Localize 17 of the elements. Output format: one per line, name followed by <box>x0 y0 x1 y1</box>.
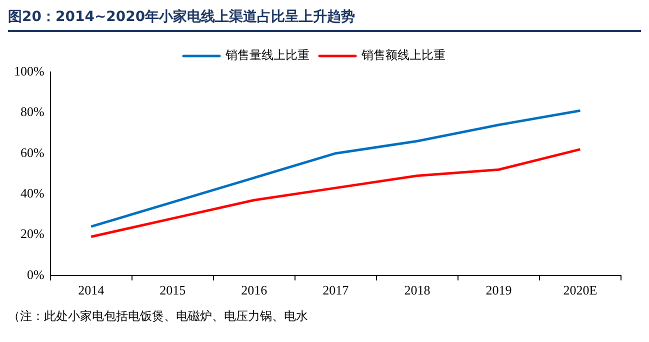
text: （注：此处小家电包括电饭煲、电磁炉、电压力锅、电水 <box>8 308 309 325</box>
x-tick-label: 2015 <box>160 282 186 298</box>
legend-label: 销售量线上比重 <box>224 48 310 62</box>
y-tick-label: 20% <box>20 226 44 242</box>
x-tick-label: 2016 <box>241 282 268 298</box>
x-tick-label: 2020E <box>563 282 598 298</box>
legend-label: 销售额线上比重 <box>360 48 446 62</box>
x-tick-label: 2014 <box>78 282 105 298</box>
y-tick-label: 0% <box>26 266 44 282</box>
chart-title: 图20：2014~2020年小家电线上渠道占比呈上升趋势 <box>8 8 641 32</box>
y-tick-label: 40% <box>20 185 44 200</box>
y-tick-label: 60% <box>20 144 44 160</box>
x-tick-label: 2018 <box>404 282 430 298</box>
x-tick-label: 2017 <box>322 282 350 298</box>
y-tick-label: 80% <box>20 104 44 120</box>
y-tick-label: 100% <box>14 63 44 78</box>
x-tick-label: 2019 <box>486 282 512 298</box>
